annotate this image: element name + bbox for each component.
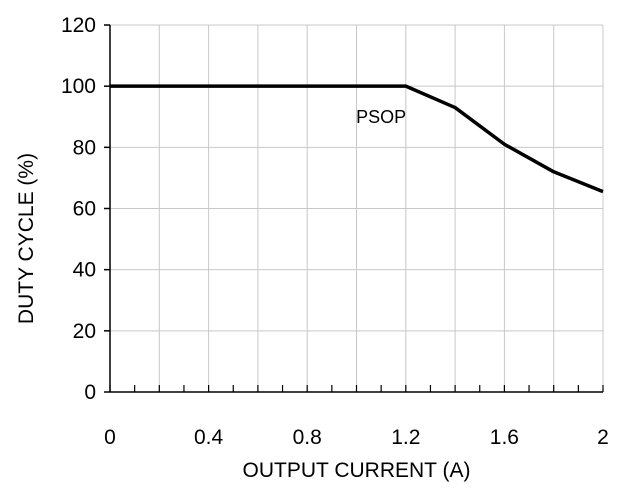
x-tick-label: 0 bbox=[104, 426, 116, 449]
grid bbox=[109, 24, 604, 393]
annotation-label: PSOP bbox=[356, 107, 406, 127]
y-tick-label: 40 bbox=[73, 259, 96, 282]
series-line-0 bbox=[110, 84, 604, 194]
series-layer bbox=[110, 84, 604, 194]
y-tick-label: 80 bbox=[73, 136, 96, 159]
y-tick-label: 100 bbox=[61, 75, 96, 98]
tick-labels: 0 20 40 60 80 100 120 0 0.4 0.8 1.2 1.6 2 bbox=[61, 14, 609, 449]
x-tick-label: 0.8 bbox=[293, 426, 322, 449]
x-tick-label: 0.4 bbox=[194, 426, 224, 449]
x-tick-label: 1.6 bbox=[490, 426, 519, 449]
y-tick-label: 60 bbox=[73, 198, 96, 221]
annotations: PSOP bbox=[356, 107, 406, 127]
x-tick-label: 1.2 bbox=[391, 426, 420, 449]
x-tick-label: 2 bbox=[597, 426, 609, 449]
y-tick-label: 120 bbox=[61, 14, 96, 37]
y-tick-label: 0 bbox=[84, 381, 96, 404]
y-axis-title: DUTY CYCLE (%) bbox=[15, 153, 38, 324]
x-axis-title: OUTPUT CURRENT (A) bbox=[243, 459, 471, 482]
y-tick-label: 20 bbox=[73, 320, 96, 343]
